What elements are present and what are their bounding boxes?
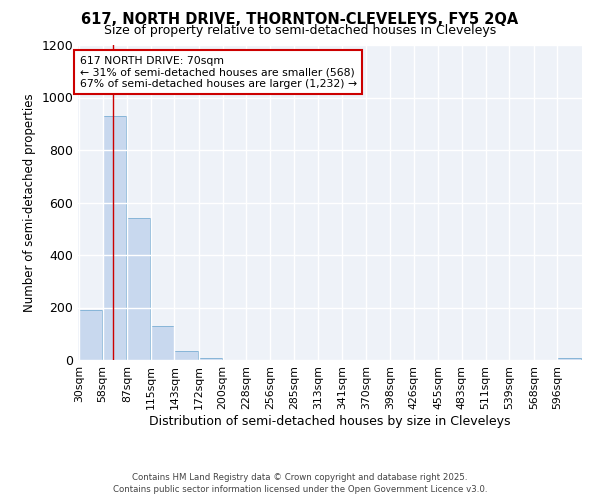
Text: 617 NORTH DRIVE: 70sqm
← 31% of semi-detached houses are smaller (568)
67% of se: 617 NORTH DRIVE: 70sqm ← 31% of semi-det… [80,56,357,88]
Bar [79,310,102,360]
Y-axis label: Number of semi-detached properties: Number of semi-detached properties [23,93,36,312]
Bar [127,218,151,360]
Bar [199,358,223,360]
Bar [151,326,174,360]
Text: Size of property relative to semi-detached houses in Cleveleys: Size of property relative to semi-detach… [104,24,496,37]
Bar [175,351,198,360]
Text: 617, NORTH DRIVE, THORNTON-CLEVELEYS, FY5 2QA: 617, NORTH DRIVE, THORNTON-CLEVELEYS, FY… [82,12,518,28]
Text: Contains HM Land Registry data © Crown copyright and database right 2025.
Contai: Contains HM Land Registry data © Crown c… [113,472,487,494]
Bar [557,358,581,360]
X-axis label: Distribution of semi-detached houses by size in Cleveleys: Distribution of semi-detached houses by … [149,414,511,428]
Bar [103,116,126,360]
